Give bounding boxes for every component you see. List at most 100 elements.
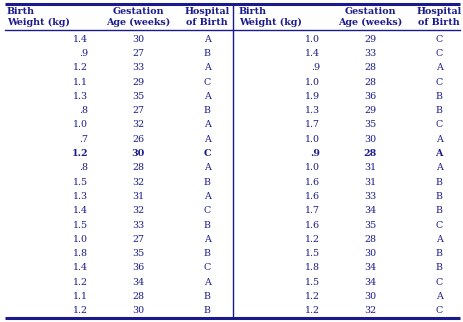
Text: A: A	[204, 92, 211, 101]
Text: 30: 30	[364, 249, 376, 258]
Text: 32: 32	[132, 120, 144, 129]
Text: B: B	[436, 192, 443, 201]
Text: 29: 29	[364, 106, 376, 115]
Text: 1.6: 1.6	[305, 221, 320, 230]
Text: B: B	[436, 206, 443, 215]
Text: 33: 33	[132, 221, 144, 230]
Text: C: C	[435, 221, 443, 230]
Text: A: A	[435, 149, 443, 158]
Text: A: A	[436, 63, 443, 72]
Text: 34: 34	[132, 278, 144, 287]
Text: A: A	[204, 235, 211, 244]
Text: 1.5: 1.5	[305, 249, 320, 258]
Text: A: A	[204, 63, 211, 72]
Text: 30: 30	[364, 292, 376, 301]
Text: 33: 33	[364, 192, 376, 201]
Text: B: B	[436, 106, 443, 115]
Text: 28: 28	[363, 149, 376, 158]
Text: 1.4: 1.4	[73, 35, 88, 44]
Text: 1.1: 1.1	[73, 78, 88, 87]
Text: 1.5: 1.5	[305, 278, 320, 287]
Text: Hospital
of Birth: Hospital of Birth	[184, 7, 230, 27]
Text: 28: 28	[132, 292, 144, 301]
Text: .9: .9	[79, 49, 88, 58]
Text: 1.2: 1.2	[73, 63, 88, 72]
Text: A: A	[204, 278, 211, 287]
Text: 34: 34	[364, 263, 376, 272]
Text: B: B	[436, 263, 443, 272]
Text: C: C	[203, 263, 211, 272]
Text: 1.2: 1.2	[71, 149, 88, 158]
Text: A: A	[204, 120, 211, 129]
Text: A: A	[204, 35, 211, 44]
Text: 30: 30	[132, 306, 144, 315]
Text: A: A	[204, 163, 211, 172]
Text: A: A	[436, 292, 443, 301]
Text: 30: 30	[364, 135, 376, 144]
Text: 27: 27	[132, 106, 144, 115]
Text: 35: 35	[132, 249, 144, 258]
Text: 35: 35	[364, 120, 376, 129]
Text: Gestation
Age (weeks): Gestation Age (weeks)	[338, 7, 402, 27]
Text: B: B	[204, 178, 211, 187]
Text: 35: 35	[132, 92, 144, 101]
Text: C: C	[435, 306, 443, 315]
Text: C: C	[203, 206, 211, 215]
Text: 1.0: 1.0	[305, 78, 320, 87]
Text: 33: 33	[132, 63, 144, 72]
Text: 29: 29	[364, 35, 376, 44]
Text: 1.0: 1.0	[73, 235, 88, 244]
Text: 28: 28	[132, 163, 144, 172]
Text: 1.0: 1.0	[305, 35, 320, 44]
Text: 32: 32	[364, 306, 376, 315]
Text: C: C	[435, 49, 443, 58]
Text: B: B	[204, 49, 211, 58]
Text: 36: 36	[364, 92, 376, 101]
Text: 1.5: 1.5	[73, 178, 88, 187]
Text: Birth
Weight (kg): Birth Weight (kg)	[7, 7, 70, 27]
Text: C: C	[435, 120, 443, 129]
Text: 36: 36	[132, 263, 144, 272]
Text: B: B	[436, 249, 443, 258]
Text: .9: .9	[311, 63, 320, 72]
Text: 1.8: 1.8	[305, 263, 320, 272]
Text: 1.4: 1.4	[73, 206, 88, 215]
Text: 32: 32	[132, 178, 144, 187]
Text: C: C	[435, 278, 443, 287]
Text: 1.7: 1.7	[305, 206, 320, 215]
Text: A: A	[436, 163, 443, 172]
Text: 1.0: 1.0	[305, 135, 320, 144]
Text: 26: 26	[132, 135, 144, 144]
Text: 1.9: 1.9	[305, 92, 320, 101]
Text: 1.1: 1.1	[73, 292, 88, 301]
Text: 1.5: 1.5	[73, 221, 88, 230]
Text: 29: 29	[132, 78, 144, 87]
Text: 1.0: 1.0	[73, 120, 88, 129]
Text: 1.3: 1.3	[73, 192, 88, 201]
Text: 1.6: 1.6	[305, 178, 320, 187]
Text: 1.8: 1.8	[73, 249, 88, 258]
Text: 32: 32	[132, 206, 144, 215]
Text: 30: 30	[131, 149, 144, 158]
Text: 28: 28	[364, 78, 376, 87]
Text: 1.2: 1.2	[305, 292, 320, 301]
Text: .8: .8	[79, 106, 88, 115]
Text: 1.4: 1.4	[73, 263, 88, 272]
Text: 34: 34	[364, 278, 376, 287]
Text: 1.4: 1.4	[305, 49, 320, 58]
Text: 1.3: 1.3	[73, 92, 88, 101]
Text: A: A	[204, 192, 211, 201]
Text: 1.0: 1.0	[305, 163, 320, 172]
Text: B: B	[204, 249, 211, 258]
Text: B: B	[436, 178, 443, 187]
Text: C: C	[203, 149, 211, 158]
Text: 31: 31	[364, 163, 376, 172]
Text: 34: 34	[364, 206, 376, 215]
Text: .8: .8	[79, 163, 88, 172]
Text: 28: 28	[364, 235, 376, 244]
Text: 1.2: 1.2	[73, 306, 88, 315]
Text: 33: 33	[364, 49, 376, 58]
Text: 35: 35	[364, 221, 376, 230]
Text: A: A	[204, 135, 211, 144]
Text: .7: .7	[79, 135, 88, 144]
